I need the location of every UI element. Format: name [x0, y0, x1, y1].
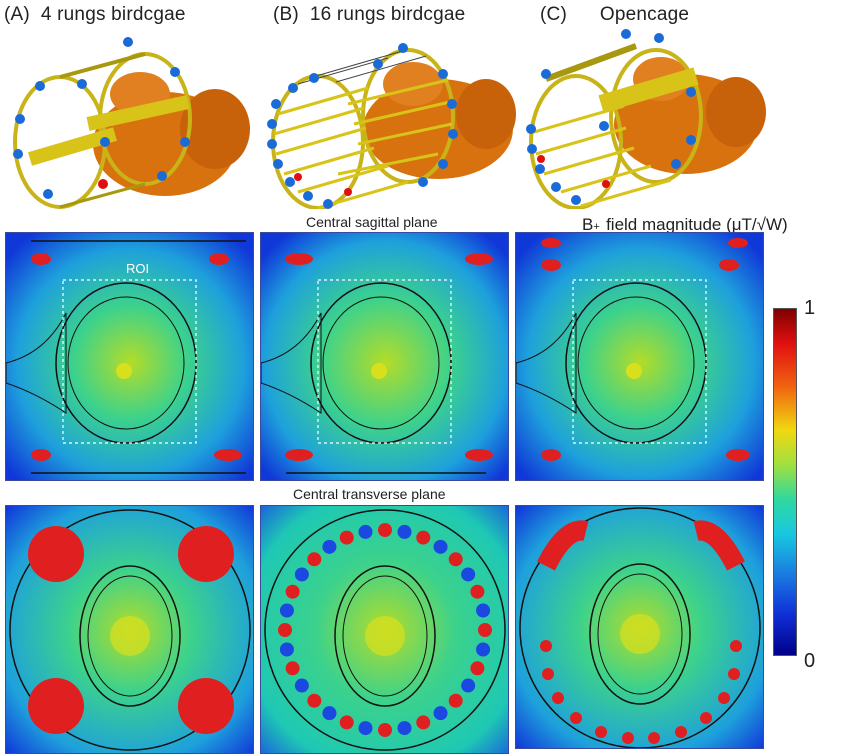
rung-coldspot [461, 567, 476, 582]
rung-hotspot [378, 523, 392, 537]
rung-hotspot [470, 584, 485, 599]
rung-coldspot [433, 539, 448, 554]
coil-render-opencage [526, 29, 766, 209]
rung-hotspot [339, 715, 354, 730]
sagittal-panel-a: ROI [5, 232, 254, 481]
rung-hotspot [416, 530, 431, 545]
rung-coldspot [279, 642, 294, 657]
transverse-panel-a [5, 505, 254, 754]
panel-a-title: (A) 4 rungs birdcgae [4, 4, 186, 25]
colorbar [773, 308, 797, 656]
rung-hotspot [307, 693, 322, 708]
panel-c-title: (C) Opencage [540, 4, 690, 25]
transverse-panel-b [260, 505, 509, 754]
rung-hotspot [285, 661, 300, 676]
rung-hotspot [378, 723, 392, 737]
rung-coldspot [279, 603, 294, 618]
rung-hotspot [448, 552, 463, 567]
colorbar-title-sup: + [593, 221, 600, 233]
rung-coldspot [358, 721, 373, 736]
rung-coldspot [433, 706, 448, 721]
rung-coldspot [476, 603, 491, 618]
rung-coldspot [322, 706, 337, 721]
caption-sagittal: Central sagittal plane [306, 214, 438, 230]
rung-coldspot [461, 678, 476, 693]
rung-coldspot [397, 524, 412, 539]
transverse-panel-c [515, 505, 764, 749]
rung-hotspot [416, 715, 431, 730]
colorbar-title-main: B [582, 215, 594, 234]
rung-coldspot [476, 642, 491, 657]
roi-label: ROI [126, 261, 150, 276]
rung-hotspot [285, 584, 300, 599]
rung-hotspot [278, 623, 292, 637]
rung-coldspot [397, 721, 412, 736]
rung-hotspot [478, 623, 492, 637]
rung-coldspot [322, 539, 337, 554]
coil-render-4-rungs [13, 37, 250, 209]
rung-hotspot [339, 530, 354, 545]
caption-transverse: Central transverse plane [293, 486, 446, 502]
rung-coldspot [358, 524, 373, 539]
rung-hotspot [307, 552, 322, 567]
coil-render-16-rungs [267, 43, 516, 209]
rung-coldspot [294, 678, 309, 693]
colorbar-title-rest: field magnitude (μT/√W) [601, 215, 788, 234]
sagittal-panel-c [515, 232, 764, 481]
rung-coldspot [294, 567, 309, 582]
panel-b-title: (B) 16 rungs birdcgae [273, 4, 466, 25]
rung-hotspot [448, 693, 463, 708]
rung-hotspot [470, 661, 485, 676]
sagittal-panel-b [260, 232, 509, 481]
colorbar-max-label: 1 [804, 297, 816, 319]
colorbar-min-label: 0 [804, 650, 816, 672]
